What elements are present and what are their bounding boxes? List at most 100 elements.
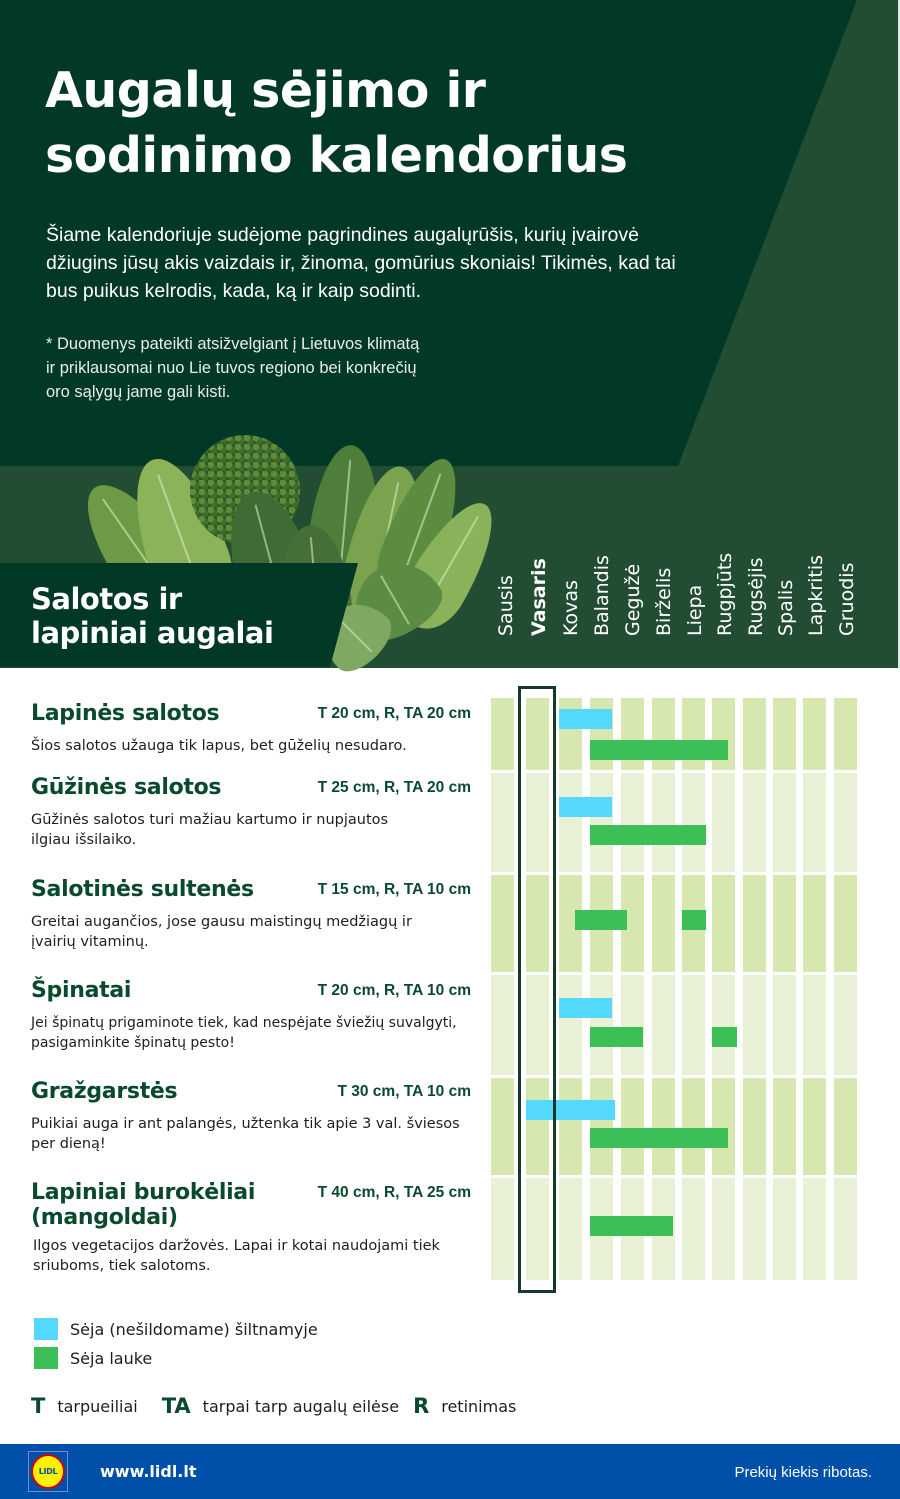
month-header: Sausis xyxy=(491,560,521,658)
calendar-cell xyxy=(773,1078,796,1175)
month-header: Spalis xyxy=(771,560,801,658)
month-label: Sausis xyxy=(495,575,517,636)
calendar-cell xyxy=(590,975,613,1075)
legend-greenhouse: Sėja (nešildomame) šiltnamyje xyxy=(34,1318,318,1340)
month-label: Rugpjūts xyxy=(714,552,736,636)
outdoor-sowing-bar xyxy=(590,825,706,845)
plant-spacing: T 20 cm, R, TA 10 cm xyxy=(317,982,471,999)
calendar-cell xyxy=(743,975,766,1075)
abbreviation-key: TA xyxy=(161,1394,191,1418)
outdoor-swatch-icon xyxy=(34,1347,58,1369)
month-header: Gruodis xyxy=(832,560,862,658)
calendar-cell xyxy=(559,975,582,1075)
calendar-cell xyxy=(803,698,826,770)
calendar-cell xyxy=(590,773,613,872)
note-line: * Duomenys pateikti atsižvelgiant į Liet… xyxy=(46,335,420,353)
month-label: Gruodis xyxy=(836,562,858,636)
legend-outdoor: Sėja lauke xyxy=(34,1347,152,1369)
legend-label: Sėja lauke xyxy=(70,1348,153,1368)
calendar-cell xyxy=(773,875,796,972)
calendar-cell xyxy=(682,1178,705,1280)
plant-spacing: T 30 cm, TA 10 cm xyxy=(337,1083,471,1100)
plant-description: Gūžinės salotos turi mažiau kartumo ir n… xyxy=(31,812,389,848)
plant-spacing: T 15 cm, R, TA 10 cm xyxy=(317,881,471,898)
outdoor-sowing-bar xyxy=(712,1027,737,1047)
page-title-line2: sodinimo kalendorius xyxy=(45,127,628,184)
calendar-cell xyxy=(712,875,735,972)
calendar-cell xyxy=(621,773,644,872)
abbreviation-label: tarpai tarp augalų eilėse xyxy=(202,1396,400,1416)
plant-description: Šios salotos užauga tik lapus, bet gūžel… xyxy=(31,738,407,754)
calendar-cell xyxy=(491,773,514,872)
calendar-cell xyxy=(834,975,857,1075)
calendar-cell xyxy=(621,875,644,972)
calendar-cell xyxy=(491,698,514,770)
hero-edge-line xyxy=(898,0,900,668)
outdoor-sowing-bar xyxy=(590,740,728,760)
calendar-cell xyxy=(652,975,675,1075)
section-banner xyxy=(0,563,358,667)
calendar-cell xyxy=(491,1078,514,1175)
month-label: Rugsėjis xyxy=(745,557,767,637)
abbreviation-legend: T tarpueiliai TA tarpai tarp augalų eilė… xyxy=(31,1394,540,1418)
month-header: Kovas xyxy=(556,560,586,658)
lidl-logo[interactable]: LIDL xyxy=(28,1451,68,1492)
calendar-cell xyxy=(682,875,705,972)
calendar-cell xyxy=(773,698,796,770)
month-header: Rugpjūts xyxy=(710,553,740,658)
plant-item: Salotinės sultenės T 15 cm, R, TA 10 cm … xyxy=(31,877,471,952)
section-title: Salotos ir lapiniai augalai xyxy=(31,582,274,650)
note-line: ir priklausomai nuo Lie tuvos regiono be… xyxy=(46,359,417,377)
website-link[interactable]: www.lidl.lt xyxy=(100,1462,197,1481)
leafy-greens-illustration xyxy=(60,425,511,681)
calendar-cell xyxy=(491,975,514,1075)
abbreviation-label: retinimas xyxy=(441,1396,517,1416)
calendar-cell xyxy=(652,773,675,872)
calendar-cell xyxy=(652,875,675,972)
plant-spacing: T 40 cm, R, TA 25 cm xyxy=(317,1184,471,1201)
plant-name: Gūžinės salotos xyxy=(31,775,222,800)
greenhouse-sowing-bar xyxy=(559,709,612,729)
greenhouse-sowing-bar xyxy=(559,797,612,817)
month-headers: Sausis Vasaris Kovas Balandis Gegužė Bir… xyxy=(490,553,862,658)
calendar-cell xyxy=(559,1178,582,1280)
calendar-cell xyxy=(621,1078,644,1175)
calendar-cell xyxy=(652,698,675,770)
calendar-cell xyxy=(773,773,796,872)
calendar-cell xyxy=(559,773,582,872)
plant-description: Ilgos vegetacijos daržovės. Lapai ir kot… xyxy=(33,1238,440,1274)
lidl-logo-circle-icon: LIDL xyxy=(31,1454,65,1489)
outdoor-sowing-bar xyxy=(574,910,628,930)
calendar-cell xyxy=(559,698,582,770)
month-label: Birželis xyxy=(653,567,675,636)
footer-note: Prekių kiekis ribotas. xyxy=(734,1464,872,1481)
current-month-highlight xyxy=(518,686,556,1293)
calendar-cell xyxy=(712,1078,735,1175)
plant-name: Špinatai xyxy=(31,978,132,1003)
note-line: oro sąlygų jame gali kisti. xyxy=(46,383,231,401)
month-header: Rugsėjis xyxy=(741,557,771,658)
calendar-cell xyxy=(621,698,644,770)
calendar-cell xyxy=(712,975,735,1075)
abbreviation-label: tarpueiliai xyxy=(57,1396,138,1416)
abbreviation-key: T xyxy=(31,1394,46,1418)
month-label: Balandis xyxy=(591,555,613,636)
calendar-cell xyxy=(682,698,705,770)
calendar-cell xyxy=(682,773,705,872)
intro-text: Šiame kalendoriuje sudėjome pagrindines … xyxy=(46,224,676,302)
section-title-line1: Salotos ir xyxy=(31,582,182,616)
plant-item: Lapiniai burokėliai (mangoldai) T 40 cm,… xyxy=(31,1180,471,1276)
calendar-cell xyxy=(652,1178,675,1280)
calendar-cell xyxy=(834,698,857,770)
month-label: Spalis xyxy=(775,579,797,636)
plant-description: Greitai augančios, jose gausu maistingų … xyxy=(31,914,412,950)
outdoor-sowing-bar xyxy=(682,910,706,930)
plant-name: Gražgarstės xyxy=(31,1079,178,1104)
calendar-cell xyxy=(743,698,766,770)
legend-label: Sėja (nešildomame) šiltnamyje xyxy=(70,1319,318,1339)
plant-spacing: T 25 cm, R, TA 20 cm xyxy=(317,779,471,796)
calendar-cell xyxy=(803,1078,826,1175)
month-header: Birželis xyxy=(649,560,679,658)
calendar-cell xyxy=(834,773,857,872)
calendar-cell xyxy=(712,1178,735,1280)
